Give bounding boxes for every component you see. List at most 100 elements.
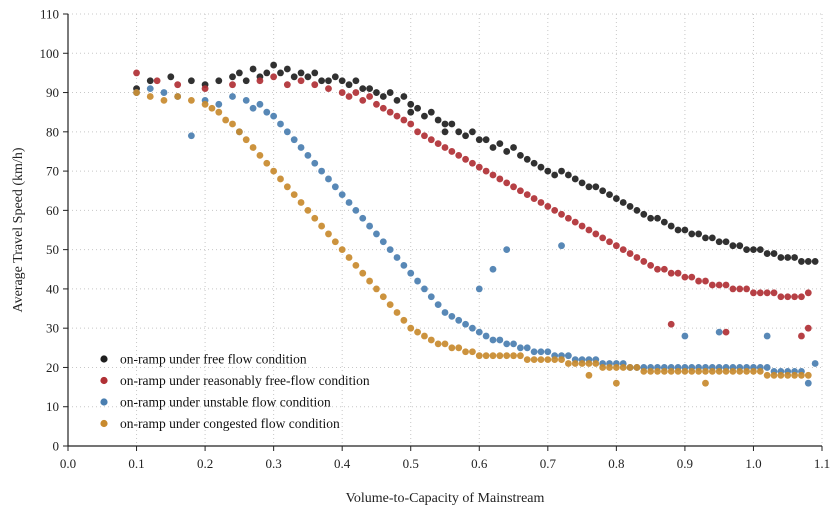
data-point	[283, 81, 291, 89]
data-point	[517, 344, 524, 352]
data-point	[441, 120, 449, 128]
data-point	[798, 332, 805, 340]
data-point	[475, 285, 483, 293]
data-point	[743, 285, 750, 293]
data-point	[270, 112, 278, 120]
data-point	[777, 371, 785, 379]
x-tick-label: 0.2	[197, 456, 213, 471]
data-point	[592, 360, 600, 367]
data-point	[215, 100, 223, 108]
x-axis-title: Volume-to-Capacity of Mainstream	[346, 491, 545, 506]
data-point	[201, 85, 209, 93]
data-point	[784, 371, 792, 379]
data-point	[235, 128, 243, 136]
data-point	[517, 352, 524, 360]
series-4	[133, 89, 812, 387]
data-point	[619, 199, 627, 206]
data-point	[660, 218, 668, 226]
data-point	[503, 246, 511, 254]
data-point	[619, 246, 627, 254]
data-point	[626, 250, 634, 257]
data-point	[434, 116, 442, 124]
data-point	[256, 100, 264, 108]
data-point	[311, 81, 319, 89]
data-point	[729, 285, 737, 293]
data-point	[523, 356, 531, 363]
data-point	[640, 367, 648, 375]
data-point	[626, 203, 634, 210]
data-point	[146, 93, 154, 100]
data-point	[270, 61, 278, 69]
data-point	[475, 136, 483, 144]
x-tick-label: 0.7	[540, 456, 557, 471]
data-point	[400, 316, 408, 324]
data-point	[366, 277, 373, 285]
data-point	[599, 187, 607, 195]
data-point	[482, 352, 490, 360]
data-point	[283, 65, 291, 73]
data-point	[441, 128, 449, 136]
data-point	[558, 356, 565, 363]
data-point	[448, 313, 456, 320]
data-point	[510, 183, 517, 191]
data-point	[770, 250, 778, 257]
data-point	[441, 309, 449, 316]
data-point	[331, 73, 339, 81]
data-point	[201, 100, 209, 108]
data-point	[715, 328, 723, 336]
data-point	[318, 77, 326, 85]
data-point	[688, 230, 696, 238]
data-point	[517, 187, 524, 195]
data-point	[427, 136, 435, 144]
x-tick-label: 0.8	[608, 456, 624, 471]
data-point	[455, 151, 463, 159]
data-point	[448, 344, 456, 352]
data-point	[489, 352, 497, 360]
data-point	[558, 242, 565, 250]
data-point	[297, 69, 305, 77]
data-point	[763, 371, 771, 379]
data-point	[345, 93, 353, 100]
data-point	[811, 258, 819, 265]
data-point	[373, 285, 380, 293]
data-point	[523, 155, 531, 163]
data-point	[187, 97, 195, 104]
data-point	[414, 104, 421, 112]
legend-label: on-ramp under unstable flow condition	[120, 395, 331, 410]
data-point	[784, 293, 792, 301]
data-point	[249, 104, 257, 112]
data-point	[290, 191, 298, 199]
data-point	[386, 246, 394, 254]
data-point	[564, 214, 572, 222]
data-point	[667, 269, 675, 277]
data-point	[510, 144, 517, 151]
data-point	[612, 364, 620, 371]
data-point	[407, 120, 415, 128]
data-point	[489, 144, 497, 151]
data-point	[564, 360, 572, 367]
data-point	[366, 85, 373, 93]
data-point	[379, 104, 387, 112]
data-point	[715, 281, 723, 289]
data-point	[798, 258, 805, 265]
data-point	[674, 226, 682, 234]
data-point	[585, 226, 593, 234]
data-point	[133, 69, 140, 77]
data-point	[160, 97, 168, 104]
data-point	[564, 352, 572, 360]
data-point	[187, 132, 195, 140]
data-point	[715, 238, 723, 246]
data-point	[373, 230, 380, 238]
data-point	[146, 85, 154, 93]
data-point	[654, 265, 661, 273]
data-point	[352, 206, 360, 214]
data-point	[695, 277, 703, 285]
data-point	[578, 360, 586, 367]
data-point	[510, 352, 517, 360]
data-point	[530, 356, 538, 363]
data-point	[263, 108, 271, 116]
data-point	[290, 73, 298, 81]
data-point	[277, 69, 284, 77]
data-point	[386, 89, 394, 96]
data-point	[331, 238, 339, 246]
